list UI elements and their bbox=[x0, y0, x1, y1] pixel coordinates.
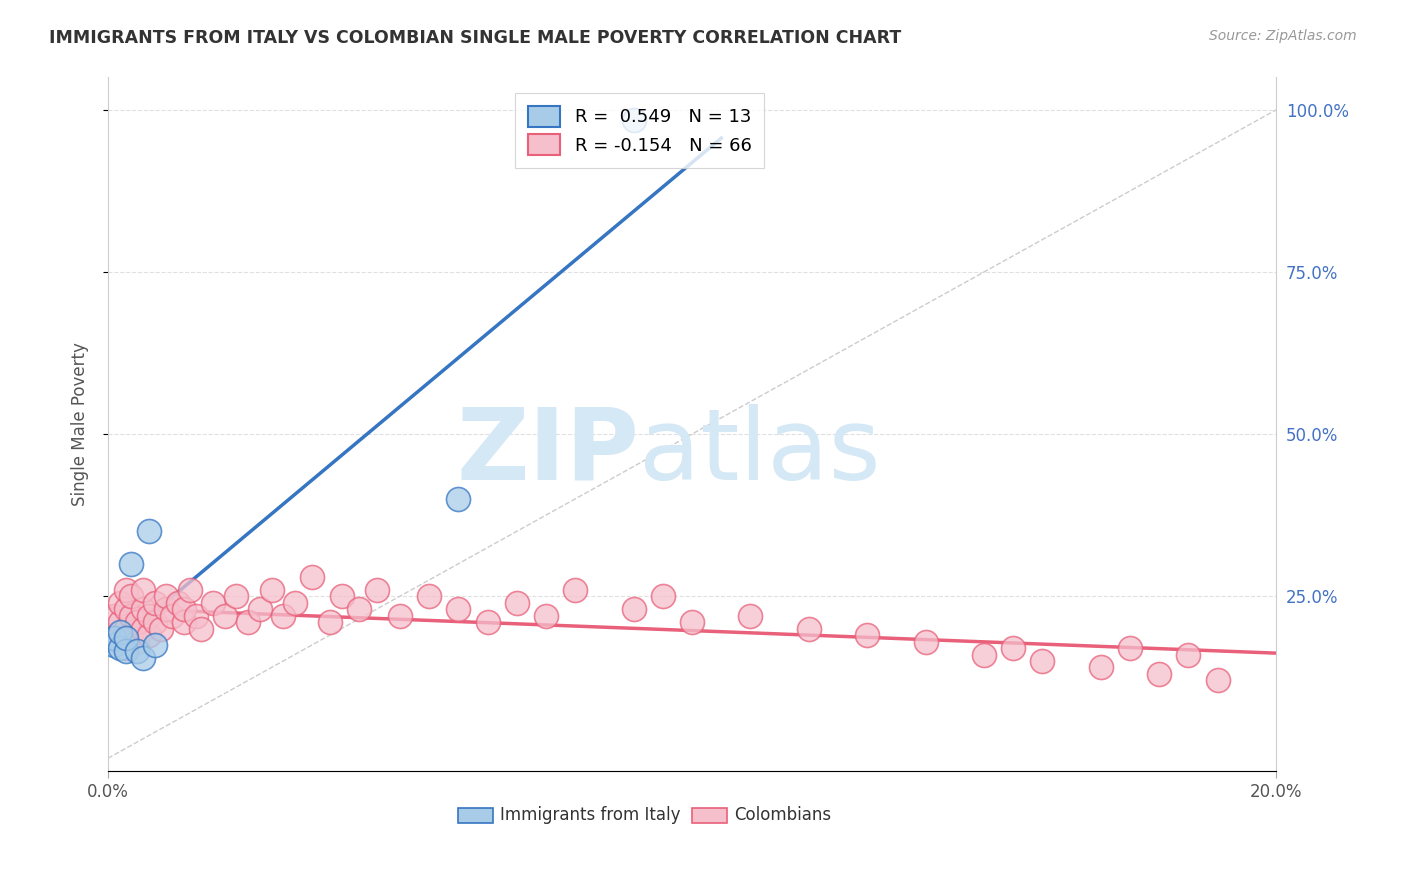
Point bbox=[973, 648, 995, 662]
Point bbox=[114, 640, 136, 655]
Point bbox=[1031, 654, 1053, 668]
Point bbox=[190, 622, 212, 636]
Point bbox=[108, 634, 131, 648]
Point bbox=[447, 602, 470, 616]
Point bbox=[1119, 640, 1142, 655]
Point bbox=[681, 615, 703, 629]
Point bbox=[143, 596, 166, 610]
Point bbox=[797, 622, 820, 636]
Point bbox=[651, 589, 673, 603]
Point bbox=[149, 622, 172, 636]
Point bbox=[167, 596, 190, 610]
Text: atlas: atlas bbox=[640, 403, 882, 500]
Point bbox=[623, 602, 645, 616]
Point bbox=[114, 622, 136, 636]
Point bbox=[103, 638, 125, 652]
Point bbox=[127, 615, 149, 629]
Point bbox=[155, 602, 177, 616]
Point bbox=[143, 638, 166, 652]
Point bbox=[249, 602, 271, 616]
Point bbox=[155, 589, 177, 603]
Point bbox=[173, 602, 195, 616]
Point bbox=[138, 524, 160, 539]
Point bbox=[162, 608, 184, 623]
Point bbox=[447, 491, 470, 506]
Point bbox=[132, 602, 155, 616]
Point bbox=[284, 596, 307, 610]
Point bbox=[108, 624, 131, 639]
Point bbox=[138, 608, 160, 623]
Point bbox=[319, 615, 342, 629]
Point bbox=[1002, 640, 1025, 655]
Point bbox=[623, 112, 645, 127]
Point bbox=[103, 632, 125, 646]
Point bbox=[506, 596, 529, 610]
Point bbox=[132, 650, 155, 665]
Bar bbox=[692, 808, 727, 823]
Point bbox=[347, 602, 370, 616]
Point bbox=[564, 582, 586, 597]
Point bbox=[179, 582, 201, 597]
Point bbox=[143, 615, 166, 629]
Point bbox=[103, 608, 125, 623]
Point bbox=[108, 615, 131, 629]
Point bbox=[120, 608, 142, 623]
Point bbox=[1206, 673, 1229, 688]
Point bbox=[330, 589, 353, 603]
Point bbox=[389, 608, 412, 623]
Text: Colombians: Colombians bbox=[734, 805, 831, 824]
Point bbox=[477, 615, 499, 629]
Point bbox=[225, 589, 247, 603]
Text: Source: ZipAtlas.com: Source: ZipAtlas.com bbox=[1209, 29, 1357, 43]
Point bbox=[1090, 660, 1112, 674]
Point bbox=[114, 602, 136, 616]
Point bbox=[202, 596, 225, 610]
Bar bbox=[458, 808, 494, 823]
Text: Immigrants from Italy: Immigrants from Italy bbox=[501, 805, 681, 824]
Point bbox=[120, 589, 142, 603]
Point bbox=[132, 582, 155, 597]
Point bbox=[114, 644, 136, 658]
Y-axis label: Single Male Poverty: Single Male Poverty bbox=[72, 343, 89, 507]
Point bbox=[108, 596, 131, 610]
Point bbox=[120, 628, 142, 642]
Point bbox=[127, 644, 149, 658]
Point bbox=[103, 628, 125, 642]
Point bbox=[301, 570, 323, 584]
Text: ZIP: ZIP bbox=[457, 403, 640, 500]
Point bbox=[534, 608, 557, 623]
Point bbox=[120, 557, 142, 571]
Point bbox=[114, 632, 136, 646]
Point bbox=[740, 608, 762, 623]
Legend: R =  0.549   N = 13, R = -0.154   N = 66: R = 0.549 N = 13, R = -0.154 N = 66 bbox=[515, 94, 763, 168]
Point bbox=[1149, 667, 1171, 681]
Point bbox=[214, 608, 236, 623]
Point bbox=[127, 634, 149, 648]
Point bbox=[114, 582, 136, 597]
Point bbox=[1177, 648, 1199, 662]
Point bbox=[108, 640, 131, 655]
Text: IMMIGRANTS FROM ITALY VS COLOMBIAN SINGLE MALE POVERTY CORRELATION CHART: IMMIGRANTS FROM ITALY VS COLOMBIAN SINGL… bbox=[49, 29, 901, 46]
Point bbox=[914, 634, 936, 648]
Point bbox=[132, 622, 155, 636]
Point bbox=[418, 589, 440, 603]
Point bbox=[271, 608, 294, 623]
Point bbox=[138, 628, 160, 642]
Point bbox=[184, 608, 207, 623]
Point bbox=[173, 615, 195, 629]
Point bbox=[238, 615, 260, 629]
Point bbox=[856, 628, 879, 642]
Point bbox=[260, 582, 283, 597]
Point bbox=[366, 582, 388, 597]
